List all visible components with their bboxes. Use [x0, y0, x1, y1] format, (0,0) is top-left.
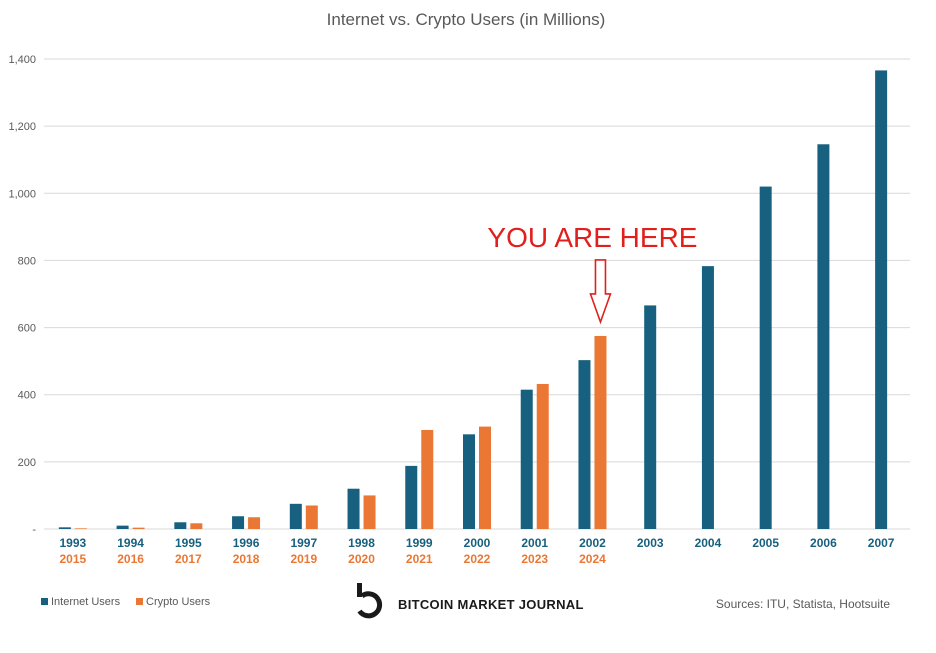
brand-name: BITCOIN MARKET JOURNAL [398, 597, 584, 612]
bar-internet-2005 [759, 186, 772, 530]
x-tick-label-crypto: 2018 [233, 552, 260, 566]
y-axis-ticks: - 200 400 600 800 1,000 1,200 1,400 [8, 54, 36, 536]
legend-swatch-crypto [136, 598, 143, 605]
x-tick-label-internet: 2004 [695, 536, 722, 550]
bitcoin-market-journal-logo-icon [357, 583, 383, 619]
bar-crypto-1994 [132, 527, 145, 529]
gridlines [44, 58, 910, 530]
bar-internet-1998 [347, 488, 360, 529]
y-tick-label: 1,000 [8, 188, 36, 200]
x-tick-label-internet: 1995 [175, 536, 202, 550]
bar-crypto-2000 [479, 426, 491, 529]
bar-crypto-1996 [248, 517, 261, 529]
x-tick-label-crypto: 2016 [117, 552, 144, 566]
bar-crypto-1998 [363, 495, 376, 529]
x-tick-label-internet: 1994 [117, 536, 144, 550]
bar-internet-1997 [289, 503, 302, 529]
bar-crypto-1995 [190, 523, 203, 529]
x-tick-label-crypto: 2015 [60, 552, 87, 566]
bar-internet-1996 [232, 516, 245, 529]
bar-crypto-1993 [74, 528, 87, 529]
y-tick-label: 600 [18, 323, 36, 335]
chart-title: Internet vs. Crypto Users (in Millions) [327, 10, 606, 29]
bar-internet-2001 [520, 389, 533, 529]
y-tick-label: 400 [18, 390, 36, 402]
x-tick-label-crypto: 2020 [348, 552, 375, 566]
bar-internet-2006 [817, 144, 830, 529]
bar-crypto-1999 [421, 429, 434, 529]
x-tick-label-internet: 1998 [348, 536, 375, 550]
bar-crypto-2001 [536, 383, 549, 529]
x-tick-label-internet: 1997 [290, 536, 317, 550]
bar-internet-1995 [174, 522, 187, 529]
y-tick-label: 800 [18, 255, 36, 267]
y-tick-label: 200 [18, 457, 36, 469]
x-tick-label-internet: 2000 [464, 536, 491, 550]
x-tick-label-internet: 1993 [60, 536, 87, 550]
annotation: YOU ARE HERE [487, 222, 697, 325]
x-tick-label-crypto: 2019 [290, 552, 317, 566]
bar-internet-1999 [405, 465, 418, 529]
x-tick-label-internet: 2005 [752, 536, 779, 550]
bar-internet-2000 [463, 434, 475, 529]
bar-internet-2007 [875, 70, 888, 530]
x-tick-label-internet: 1999 [406, 536, 433, 550]
legend-label-crypto: Crypto Users [146, 596, 211, 608]
bar-internet-1994 [116, 525, 129, 529]
x-tick-label-internet: 2003 [637, 536, 664, 550]
x-tick-label-crypto: 2024 [579, 552, 606, 566]
x-tick-label-crypto: 2022 [464, 552, 491, 566]
bars [58, 70, 888, 530]
legend: Internet Users Crypto Users [41, 596, 211, 608]
sources-note: Sources: ITU, Statista, Hootsuite [716, 597, 890, 611]
bar-crypto-2002 [594, 335, 607, 529]
legend-swatch-internet [41, 598, 48, 605]
bar-internet-2004 [701, 266, 714, 529]
bar-internet-1993 [58, 527, 71, 529]
y-tick-label: 1,400 [8, 54, 36, 66]
x-tick-label-internet: 2002 [579, 536, 606, 550]
bar-internet-2003 [644, 305, 657, 529]
y-tick-label: 1,200 [8, 121, 36, 133]
legend-label-internet: Internet Users [51, 596, 121, 608]
x-tick-label-crypto: 2017 [175, 552, 202, 566]
x-tick-label-crypto: 2021 [406, 552, 433, 566]
x-tick-label-internet: 2006 [810, 536, 837, 550]
bar-internet-2002 [578, 360, 591, 529]
y-tick-label: - [32, 524, 36, 536]
annotation-text: YOU ARE HERE [487, 222, 697, 253]
brand-logo: BITCOIN MARKET JOURNAL [357, 583, 584, 619]
x-tick-label-internet: 1996 [233, 536, 260, 550]
x-axis-ticks: 1993 2015 1994 2016 1995 2017 1996 2018 1997 2019… [60, 536, 895, 566]
bar-crypto-1997 [305, 505, 318, 529]
x-tick-label-internet: 2001 [521, 536, 548, 550]
down-arrow-icon [589, 259, 612, 325]
x-tick-label-crypto: 2023 [521, 552, 548, 566]
x-tick-label-internet: 2007 [868, 536, 895, 550]
